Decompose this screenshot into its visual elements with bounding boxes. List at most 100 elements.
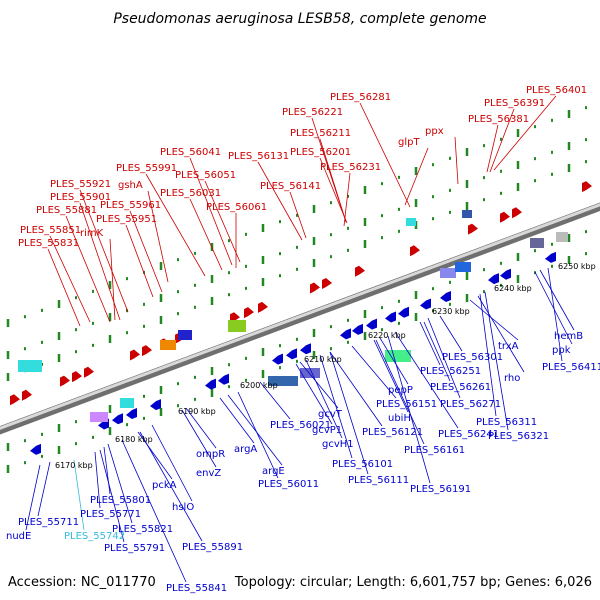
rna-gene-label: PLES_55742 (64, 531, 125, 542)
reverse-gene-arrow (126, 408, 137, 420)
label-leader-line (343, 172, 351, 227)
reverse-gene-arrow (352, 323, 363, 335)
label-leader-line (47, 248, 81, 327)
reverse-gene-arrow (420, 298, 431, 310)
gene-feature-block (406, 218, 416, 226)
label-leader-line (379, 337, 409, 385)
kbp-tick-label: 6250 kbp (558, 262, 596, 271)
reverse-gene-label: PLES_56111 (348, 475, 409, 486)
map-title: Pseudomonas aeruginosa LESB58, complete … (113, 11, 486, 27)
reverse-gene-arrow (205, 378, 216, 390)
label-leader-line (404, 147, 429, 206)
forward-gene-arrow (410, 245, 420, 257)
label-leader-line (227, 394, 283, 466)
reverse-gene-label: PLES_55891 (182, 542, 243, 553)
forward-gene-labels: PLES_55831PLES_55851rimKPLES_55881PLES_5… (18, 85, 587, 249)
gene-feature-block (178, 330, 192, 340)
gene-feature-block (300, 368, 320, 378)
reverse-gene-label: trxA (498, 341, 519, 352)
label-leader-line (237, 391, 279, 479)
label-leader-line (257, 161, 303, 241)
gene-feature-block (90, 412, 108, 422)
forward-gene-arrow (22, 389, 32, 401)
kbp-tick-label: 6190 kbp (178, 407, 216, 416)
reverse-gene-arrow (440, 291, 451, 303)
reverse-gene-labels: nudEPLES_55711PLES_55771PLES_55791PLES_5… (6, 331, 600, 594)
label-leader-line (185, 407, 217, 449)
kbp-tick-label: 6240 kbp (494, 284, 532, 293)
forward-gene-label: PLES_55951 (96, 214, 157, 225)
label-leader-line (351, 345, 397, 399)
label-leader-line (79, 189, 129, 313)
reverse-gene-label: gcvP1 (312, 425, 342, 436)
label-leader-line (151, 424, 193, 502)
forward-gene-label: PLES_56231 (320, 162, 381, 173)
gene-feature-block (120, 398, 134, 408)
reverse-gene-arrow (385, 311, 396, 323)
reverse-gene-label: PLES_56251 (420, 366, 481, 377)
label-leader-line (94, 451, 101, 509)
label-leader-line (419, 321, 441, 366)
forward-gene-label: PLES_56381 (468, 114, 529, 125)
reverse-gene-arrow (366, 318, 377, 330)
reverse-gene-label: PLES_56311 (476, 417, 537, 428)
reverse-gene-label: argA (234, 444, 257, 455)
reverse-gene-label: nudE (6, 531, 31, 542)
reverse-gene-label: pckA (152, 480, 177, 491)
reverse-gene-arrow (545, 251, 556, 263)
label-leader-lines (25, 95, 575, 583)
gene-feature-block (455, 262, 471, 272)
label-leader-line (329, 351, 369, 475)
reverse-gene-arrow (500, 268, 511, 280)
label-leader-line (137, 431, 173, 480)
gene-feature-block (385, 350, 411, 362)
reverse-gene-label: PLES_56101 (332, 459, 393, 470)
label-leader-line (219, 397, 255, 444)
label-leader-line (295, 363, 333, 425)
forward-gene-label: rimK (80, 228, 104, 239)
label-leader-line (311, 117, 347, 223)
forward-gene-label: glpT (398, 137, 420, 148)
forward-gene-arrow (322, 278, 332, 290)
reverse-gene-label: hslO (172, 502, 194, 513)
reverse-gene-arrow (340, 328, 351, 340)
label-leader-line (373, 339, 409, 413)
label-leader-line (539, 269, 575, 331)
forward-gene-arrow (355, 265, 365, 277)
forward-gene-label: PLES_55921 (50, 179, 111, 190)
kbp-tick-label: 6220 kbp (368, 331, 406, 340)
reverse-gene-label: PLES_56271 (440, 399, 501, 410)
reverse-gene-label: PLES_56021 (270, 420, 331, 431)
reverse-gene-label: gcvT (318, 409, 343, 420)
rna-gene-labels: PLES_55742 (64, 531, 125, 542)
label-leader-line (145, 173, 206, 277)
label-leader-line (299, 361, 339, 409)
reverse-gene-arrow (150, 399, 161, 411)
reverse-gene-label: ppk (552, 345, 571, 356)
forward-gene-arrow (310, 282, 320, 294)
reverse-gene-arrow (488, 273, 499, 285)
forward-gene-label: PLES_56221 (282, 107, 343, 118)
forward-gene-label: PLES_56141 (260, 181, 321, 192)
reverse-gene-label: PLES_56191 (410, 484, 471, 495)
label-leader-line (289, 191, 307, 239)
forward-gene-arrow (244, 307, 254, 319)
label-leader-line (547, 267, 563, 362)
reverse-gene-label: PLES_55711 (18, 517, 79, 528)
kbp-tick-label: 6230 kbp (432, 307, 470, 316)
label-leader-line (107, 443, 133, 524)
reverse-gene-label: ubiH (388, 413, 411, 424)
forward-gene-arrow (130, 349, 140, 361)
label-leader-line (305, 359, 343, 439)
forward-gene-label: PLES_55831 (18, 238, 79, 249)
label-leader-line (489, 108, 515, 173)
forward-gene-arrow (10, 394, 20, 406)
label-leader-line (484, 291, 509, 431)
label-leader-line (49, 235, 91, 323)
label-leader-line (375, 339, 425, 445)
label-leader-line (486, 124, 499, 173)
reverse-gene-label: PLES_55791 (104, 543, 165, 554)
label-leader-line (454, 136, 459, 185)
reverse-gene-label: PLES_55801 (90, 495, 151, 506)
forward-gene-label: PLES_56031 (160, 188, 221, 199)
